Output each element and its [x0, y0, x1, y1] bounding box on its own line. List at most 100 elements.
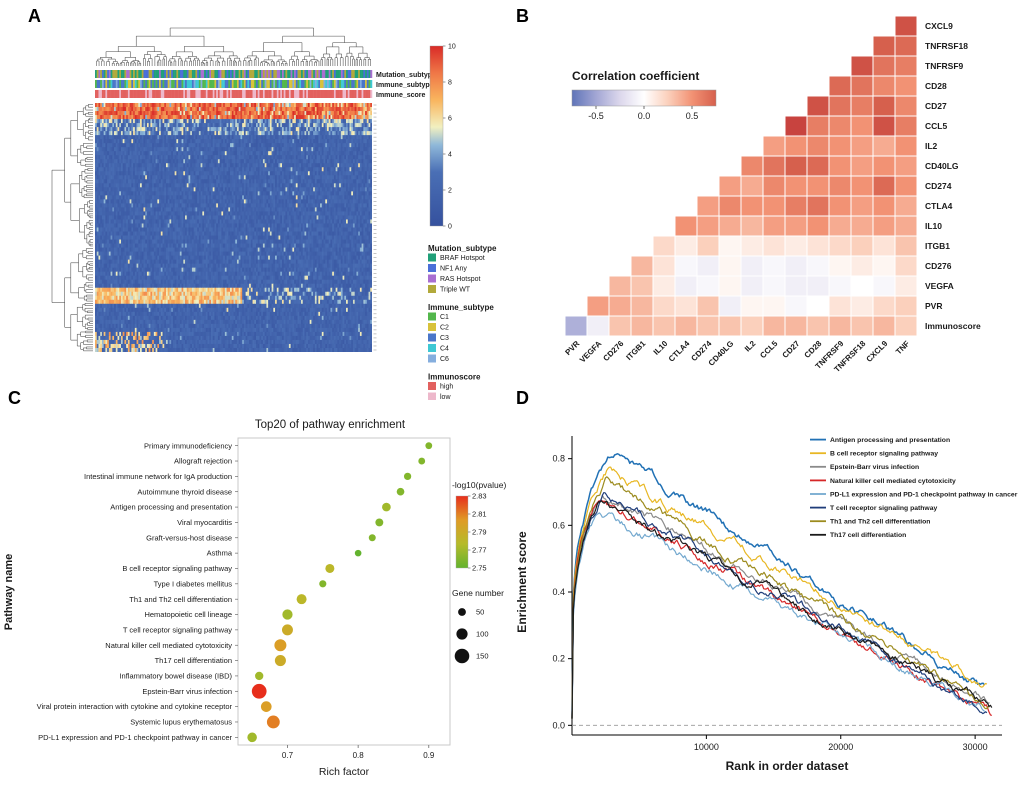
pathway-label: Graft-versus-host disease	[146, 533, 232, 542]
legend-swatch	[428, 333, 436, 342]
corr-row-label: IL10	[925, 221, 942, 231]
x-tick-label: 30000	[963, 742, 988, 752]
size-legend-dot	[458, 608, 466, 616]
legend-item-label: BRAF Hotspot	[440, 255, 485, 262]
size-legend-label: 50	[476, 608, 484, 617]
legend-swatch	[428, 264, 436, 272]
y-axis-label: Pathway name	[3, 554, 15, 630]
gsea-curve	[571, 499, 993, 719]
legend-item-label: high	[440, 384, 453, 391]
panel-label-a: A	[28, 6, 41, 26]
row-dendrogram	[51, 104, 93, 352]
panel-label-b: B	[516, 6, 529, 26]
corr-row-label: IL2	[925, 141, 938, 151]
expression-heatmap-grid	[95, 103, 372, 352]
panel-label-c: C	[8, 388, 21, 408]
colorbar-tick: 4	[448, 152, 452, 159]
colorbar-tick: 8	[448, 80, 452, 87]
pvalue-tick: 2.77	[472, 546, 487, 555]
panel-d-svg: 0.0 0.2 0.4 0.6 0.8 10000 20000 30000 Enrichment…	[515, 436, 1018, 773]
size-legend-dot	[454, 648, 470, 664]
enrichment-curves	[571, 453, 993, 719]
curve-legend-label: T cell receptor signaling pathway	[830, 505, 937, 512]
panel-label-d: D	[516, 388, 529, 408]
corr-col-label: CD276	[601, 339, 625, 363]
pathway-label: Antigen processing and presentation	[110, 503, 232, 512]
corr-col-label: IL2	[743, 339, 758, 354]
corr-row-label: CD274	[925, 181, 952, 191]
pathway-label: Viral protein interaction with cytokine …	[37, 702, 233, 711]
corr-col-label: IL10	[652, 339, 670, 357]
x-tick-label: 10000	[694, 742, 719, 752]
panel-a: Mutation_subtype Immune_subtype Immune_sco…	[0, 0, 510, 401]
corr-row-label: PVR	[925, 301, 942, 311]
corr-row-label: ITGB1	[925, 241, 950, 251]
size-legend-label: 100	[476, 630, 489, 639]
colorbar-tick: 2	[448, 188, 452, 195]
pathway-label: Th1 and Th2 cell differentiation	[129, 595, 232, 604]
colorbar-tick: 6	[448, 116, 452, 123]
curve-legend-label: PD-L1 expression and PD-1 checkpoint pat…	[830, 491, 1018, 498]
corr-legend-tick: 0.0	[638, 111, 651, 121]
curve-legend-label: Epstein-Barr virus infection	[830, 464, 919, 471]
curve-legend-label: Th17 cell differentiation	[830, 532, 906, 539]
gsea-curve	[571, 466, 988, 719]
corr-row-label: CCL5	[925, 121, 947, 131]
y-axis-label: Enrichment score	[515, 531, 529, 633]
color-legend-title: -log10(pvalue)	[452, 480, 507, 490]
gsea-curve	[571, 476, 990, 719]
pathway-label: PD-L1 expression and PD-1 checkpoint pat…	[38, 733, 232, 742]
column-dendrogram	[96, 27, 371, 66]
pathway-label: Epstein-Barr virus infection	[142, 687, 232, 696]
legend-item-label: C2	[440, 325, 449, 332]
pvalue-tick: 2.81	[472, 510, 487, 519]
size-legend-label: 150	[476, 652, 489, 661]
annotation-track-label: Mutation_subtype	[376, 72, 436, 79]
annotation-tracks	[95, 70, 373, 98]
x-tick-label: 20000	[828, 742, 853, 752]
corr-col-label: PVR	[563, 339, 581, 357]
pathway-label: Type I diabetes mellitus	[154, 579, 233, 588]
y-tick-label: 0.0	[552, 720, 565, 730]
panel-a-svg: Mutation_subtype Immune_subtype Immune_sco…	[51, 27, 497, 401]
corr-col-label: CD27	[781, 339, 802, 360]
pathway-label: Asthma	[207, 549, 233, 558]
pathway-label: Primary immunodeficiency	[144, 441, 232, 450]
gsea-curve	[571, 500, 993, 719]
curve-legend-label: Antigen processing and presentation	[830, 437, 950, 444]
correlation-cells	[564, 15, 918, 337]
x-axis-label: Rich factor	[319, 766, 370, 778]
corr-col-label: CXCL9	[864, 339, 889, 364]
size-legend-dot	[456, 628, 468, 640]
legend-item-label: C3	[440, 335, 449, 342]
legend-item-label: C6	[440, 356, 449, 363]
pvalue-gradient	[455, 495, 469, 569]
corr-row-label: CD276	[925, 261, 952, 271]
curve-legend-label: Natural killer cell mediated cytotoxicit…	[830, 478, 956, 485]
legend-swatch	[428, 274, 436, 283]
panel-d: 0.0 0.2 0.4 0.6 0.8 10000 20000 30000 Enrichment…	[510, 400, 1020, 801]
x-tick-label: 0.8	[353, 751, 365, 760]
annotation-track-label: Immune_score	[376, 92, 426, 99]
pathway-label: Viral myocarditis	[177, 518, 232, 527]
x-tick-label: 0.9	[423, 751, 435, 760]
legend-item-label: NF1 Any	[440, 266, 467, 273]
legend-swatch	[428, 312, 436, 321]
annotation-track-label: Immune_subtype	[376, 82, 434, 89]
panel-b-svg: CXCL9TNFRSF18TNFRSF9CD28CD27CCL5IL2CD40L…	[563, 15, 981, 374]
gsea-curve	[571, 495, 990, 719]
chart-title: Top20 of pathway enrichment	[255, 419, 406, 431]
legend-item-label: C4	[440, 346, 449, 353]
corr-row-label: TNFRSF18	[925, 41, 968, 51]
corr-col-label: ITGB1	[624, 339, 647, 362]
corr-legend-title: Correlation coefficient	[572, 69, 699, 83]
legend-title: Immune_subtype	[428, 303, 494, 312]
corr-row-label: CTLA4	[925, 201, 953, 211]
corr-row-label: VEGFA	[925, 281, 954, 291]
corr-legend-tick: -0.5	[588, 111, 604, 121]
pathway-label: Systemic lupus erythematosus	[130, 718, 232, 727]
corr-row-label: CXCL9	[925, 21, 953, 31]
x-tick-label: 0.7	[282, 751, 294, 760]
legend-swatch	[428, 392, 436, 401]
